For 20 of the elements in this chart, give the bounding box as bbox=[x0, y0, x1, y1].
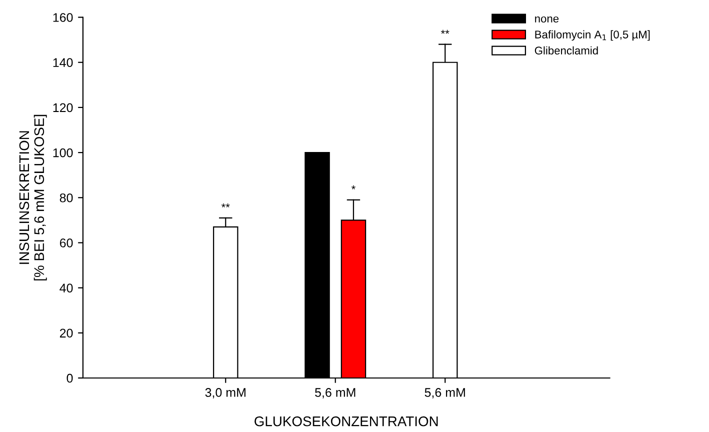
y-axis-title: INSULINSEKRETION [% BEI 5,6 mM GLUKOSE] bbox=[19, 114, 47, 280]
y-tick-label: 160 bbox=[53, 13, 73, 22]
legend-label: Bafilomycin A$_{1}$ [0,5 µM] bbox=[535, 30, 650, 41]
y-tick-label: 0 bbox=[66, 374, 73, 383]
x-axis-title: GLUKOSEKONZENTRATION bbox=[254, 416, 438, 426]
y-tick-label: 100 bbox=[53, 148, 73, 158]
y-tick-label: 20 bbox=[60, 328, 73, 338]
y-tick-label: 120 bbox=[53, 103, 73, 112]
legend-label: none bbox=[535, 16, 559, 23]
legend-label: Glibenclamid bbox=[534, 46, 598, 55]
y-tick-label: 80 bbox=[60, 193, 73, 202]
data-label: ** bbox=[440, 30, 450, 34]
y-tick-label: 60 bbox=[60, 238, 73, 248]
y-tick-label: 40 bbox=[60, 284, 73, 292]
x-tick-label: 5,6 mM bbox=[424, 388, 465, 398]
data-label: * bbox=[351, 185, 356, 190]
x-tick-label: 3,0 mM bbox=[205, 388, 246, 398]
x-tick-label: 5,6 mM bbox=[315, 388, 356, 398]
data-label: ** bbox=[221, 203, 230, 208]
y-tick-label: 140 bbox=[53, 58, 73, 68]
